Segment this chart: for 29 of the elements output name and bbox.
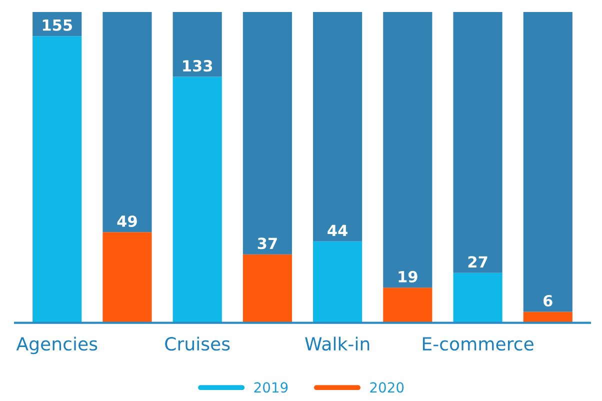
bar [313, 12, 362, 242]
data-label: 44 [328, 224, 348, 236]
data-label: 6 [544, 294, 552, 307]
bar [172, 76, 222, 323]
bar [242, 12, 292, 254]
x-tick-label: Walk-in [305, 336, 370, 351]
data-label: 37 [258, 238, 277, 250]
data-label: 49 [117, 215, 137, 227]
bar [453, 12, 502, 273]
bar [102, 12, 152, 232]
bar [102, 232, 152, 323]
bar [453, 272, 502, 323]
data-label: 133 [183, 60, 212, 72]
bar [523, 12, 572, 312]
x-tick-label: Cruises [165, 336, 230, 351]
data-label: 27 [468, 256, 488, 268]
data-label: 19 [398, 270, 418, 282]
bar [172, 12, 222, 77]
bar [242, 254, 292, 323]
bar [313, 241, 362, 323]
legend-label: 2019 [254, 382, 288, 393]
x-tick-label: E-commerce [422, 337, 534, 351]
bar [383, 12, 432, 288]
bar [383, 288, 432, 323]
data-label: 155 [42, 20, 72, 31]
bar [523, 312, 572, 323]
bar [32, 36, 82, 323]
x-tick-label: Agencies [16, 336, 98, 354]
legend-label: 2020 [370, 382, 404, 393]
